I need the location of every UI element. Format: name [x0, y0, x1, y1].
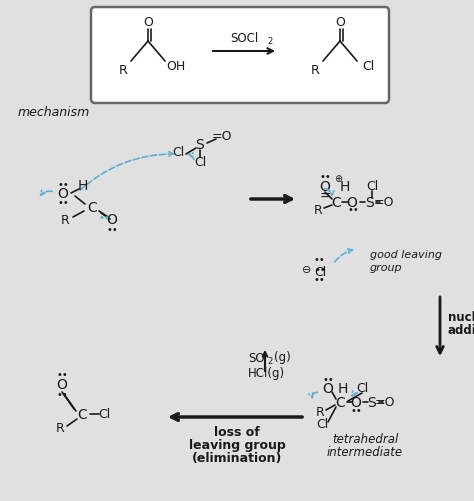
- Text: O: O: [346, 195, 357, 209]
- Text: Cl: Cl: [362, 60, 374, 72]
- Text: tetrahedral: tetrahedral: [332, 433, 398, 445]
- Text: Cl: Cl: [316, 418, 328, 431]
- Text: ••: ••: [57, 197, 69, 207]
- Text: H: H: [78, 179, 88, 192]
- Text: R: R: [61, 213, 69, 226]
- Text: loss of: loss of: [214, 426, 260, 438]
- Text: ••: ••: [56, 389, 68, 399]
- Text: ••: ••: [350, 405, 362, 415]
- Text: ••: ••: [319, 172, 331, 182]
- Text: good leaving: good leaving: [370, 249, 442, 260]
- Text: C: C: [87, 200, 97, 214]
- Text: Cl: Cl: [172, 146, 184, 159]
- Text: HCl(g): HCl(g): [248, 366, 285, 379]
- Text: H: H: [338, 381, 348, 395]
- Text: R: R: [316, 406, 324, 419]
- Text: =O: =O: [374, 196, 394, 209]
- Text: Cl: Cl: [98, 408, 110, 421]
- Text: C: C: [77, 407, 87, 421]
- Text: O: O: [323, 381, 333, 395]
- Text: C: C: [335, 395, 345, 409]
- Text: R: R: [314, 204, 322, 217]
- Text: ••: ••: [106, 224, 118, 234]
- Text: R: R: [55, 422, 64, 435]
- Text: =O: =O: [212, 130, 232, 143]
- Text: Cl: Cl: [314, 265, 326, 278]
- Text: group: group: [370, 263, 402, 273]
- Text: ⊕: ⊕: [334, 174, 342, 184]
- Text: Cl: Cl: [194, 156, 206, 169]
- Text: H: H: [340, 180, 350, 193]
- Text: S: S: [368, 395, 376, 409]
- Text: (elimination): (elimination): [192, 451, 282, 464]
- Text: leaving group: leaving group: [189, 438, 285, 451]
- Text: (g): (g): [274, 351, 291, 364]
- Text: O: O: [143, 16, 153, 29]
- Text: S: S: [196, 138, 204, 152]
- Text: R: R: [118, 63, 128, 76]
- Text: Cl: Cl: [356, 382, 368, 395]
- Text: ••: ••: [347, 204, 359, 214]
- Text: SOCl: SOCl: [230, 32, 258, 45]
- FancyBboxPatch shape: [91, 8, 389, 104]
- Text: 2: 2: [267, 38, 273, 47]
- Text: 2: 2: [267, 357, 272, 366]
- Text: =O: =O: [375, 396, 395, 409]
- Text: ••: ••: [322, 374, 334, 384]
- Text: R: R: [310, 63, 319, 76]
- Text: ••: ••: [313, 275, 325, 285]
- Text: O: O: [351, 395, 362, 409]
- Text: O: O: [107, 212, 118, 226]
- Text: intermediate: intermediate: [327, 445, 403, 458]
- Text: mechanism: mechanism: [18, 105, 90, 118]
- Text: O: O: [57, 187, 68, 200]
- Text: OH: OH: [166, 60, 186, 72]
- Text: addition: addition: [448, 324, 474, 337]
- Text: O: O: [56, 377, 67, 391]
- Text: ••: ••: [98, 212, 110, 222]
- Text: ••: ••: [314, 265, 326, 275]
- Text: =: =: [319, 189, 331, 203]
- Text: ••: ••: [313, 255, 325, 265]
- Text: ⊖: ⊖: [302, 265, 312, 275]
- Text: Cl: Cl: [366, 180, 378, 193]
- Text: ••: ••: [56, 369, 68, 379]
- Text: O: O: [335, 16, 345, 29]
- Text: O: O: [319, 180, 330, 193]
- Text: S: S: [365, 195, 374, 209]
- Text: ••: ••: [57, 180, 69, 189]
- Text: SO: SO: [248, 351, 264, 364]
- Text: nucleophilic: nucleophilic: [448, 311, 474, 324]
- Text: C: C: [331, 195, 341, 209]
